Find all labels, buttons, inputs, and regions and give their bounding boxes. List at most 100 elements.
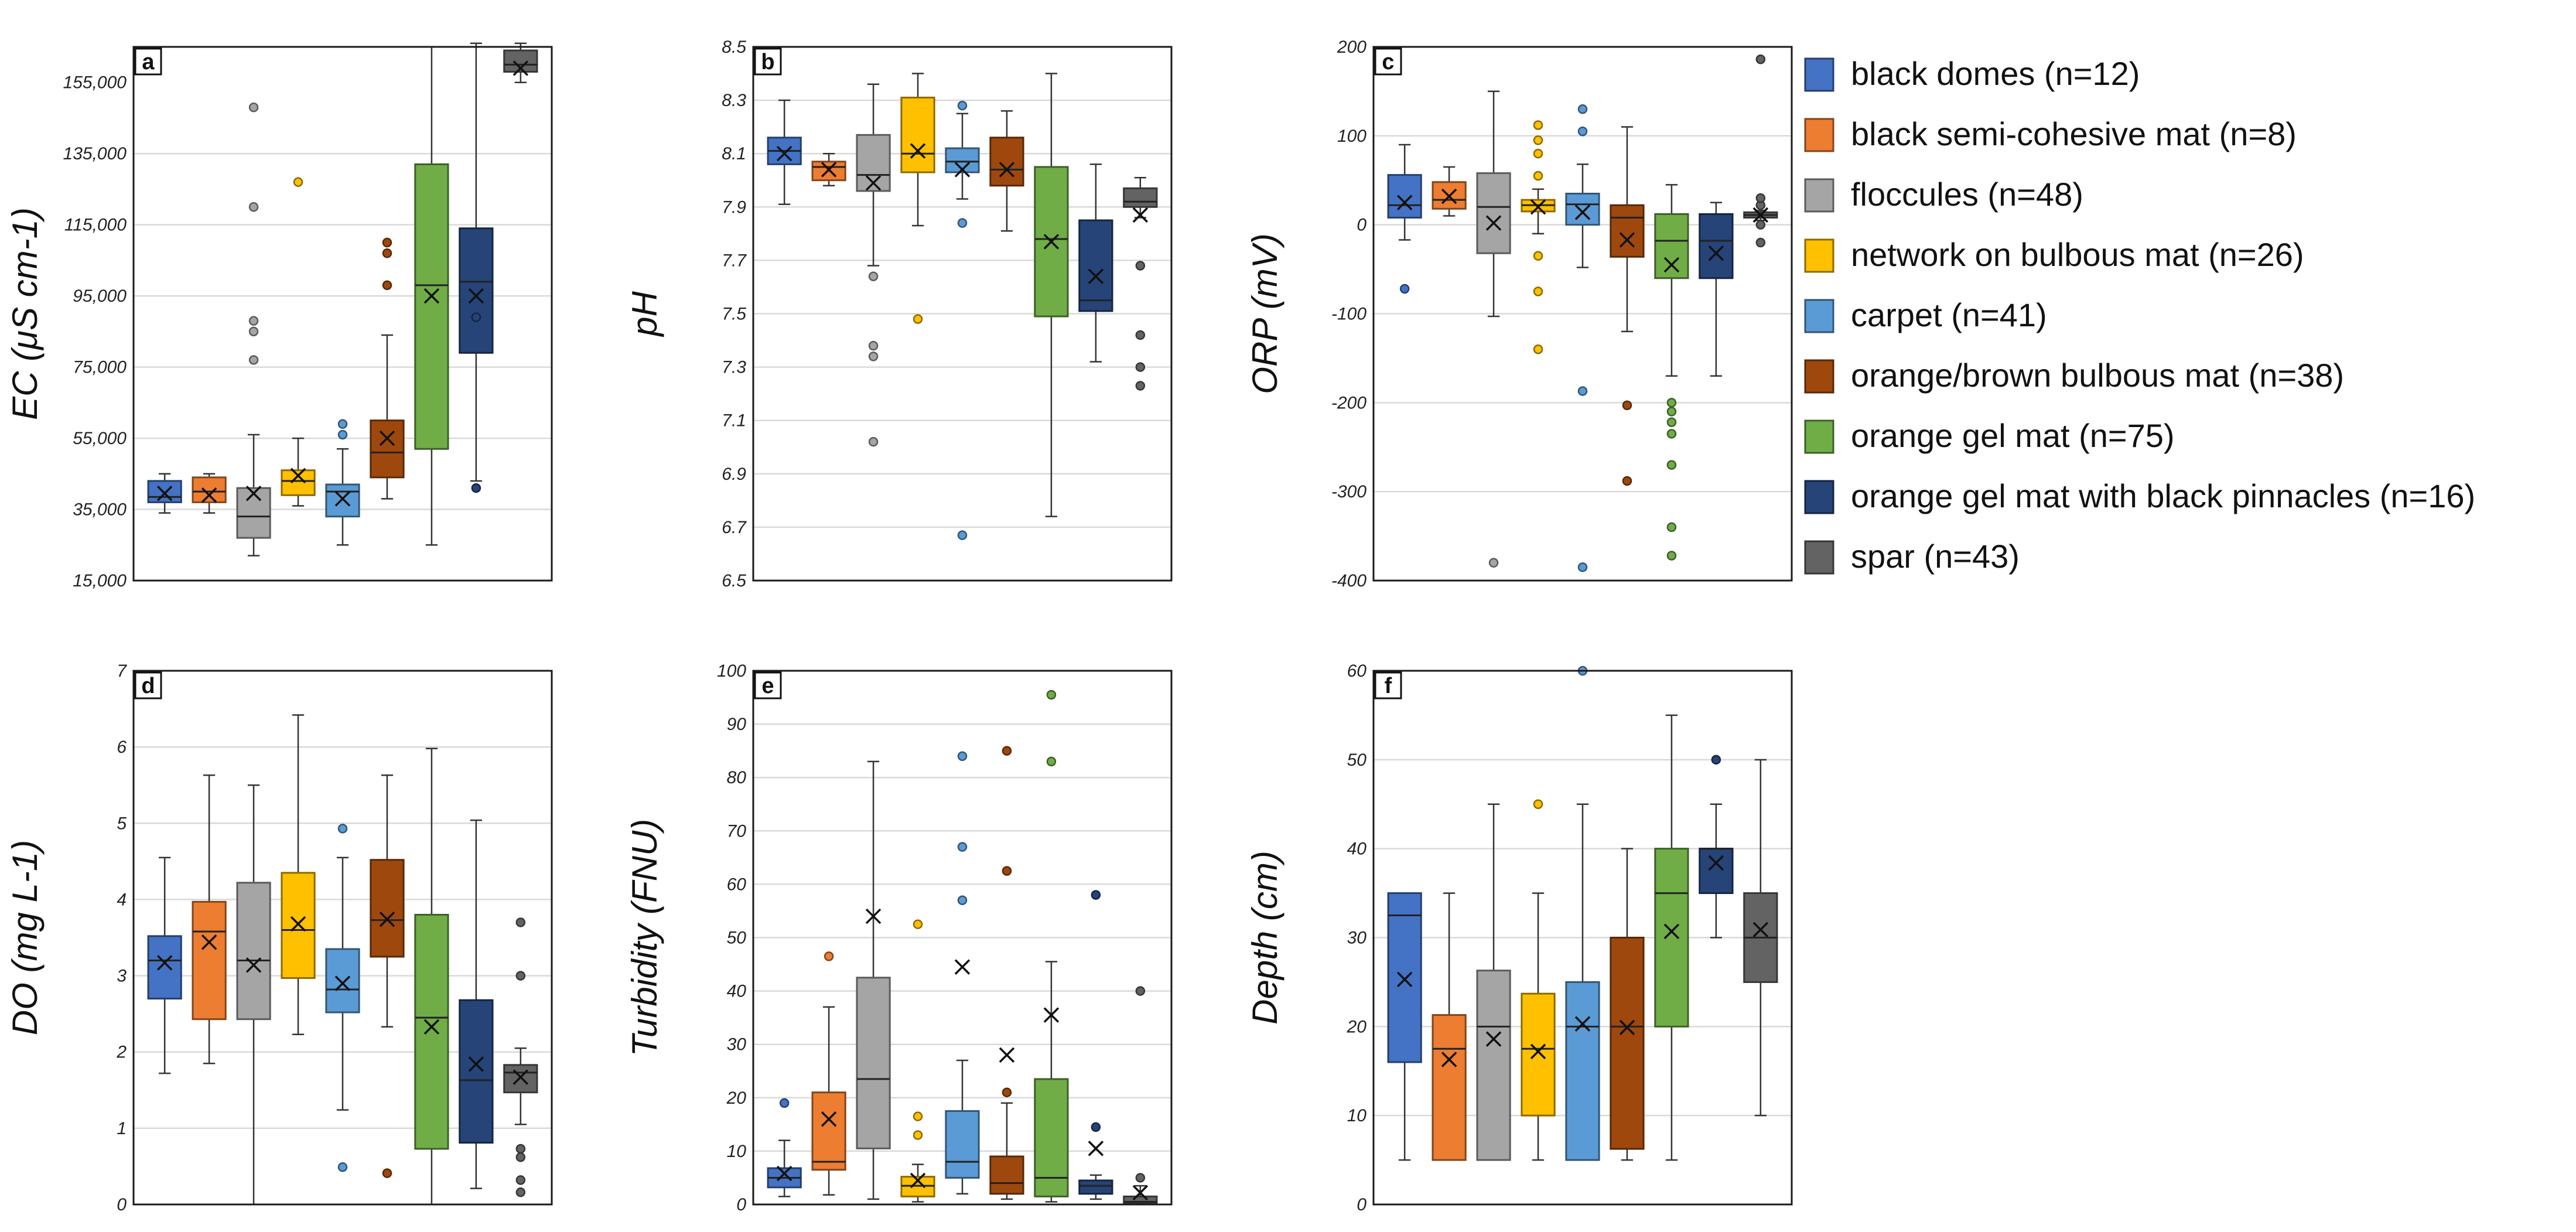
mean-marker <box>1708 245 1724 261</box>
outlier-point <box>1711 755 1721 765</box>
legend-label: network on bulbous mat (n=26) <box>1851 236 2304 273</box>
box-d-5 <box>325 824 360 1172</box>
mean-marker <box>156 955 173 971</box>
panel-letter-box <box>754 671 782 699</box>
box-body <box>1123 187 1158 208</box>
panel-letter-box <box>1374 47 1402 76</box>
outlier-point <box>1666 522 1677 533</box>
box-c-7 <box>1654 184 1689 561</box>
mean-marker <box>423 288 440 304</box>
panel-letter: d <box>141 674 155 698</box>
outlier-point <box>515 1144 526 1154</box>
y-axis-label: pH <box>625 291 664 337</box>
y-tick-label: 8.3 <box>722 91 746 110</box>
legend-label: spar (n=43) <box>1851 538 2020 575</box>
outlier-point <box>868 436 879 447</box>
y-tick-label: 115,000 <box>64 216 127 235</box>
outlier-point <box>1046 690 1057 700</box>
legend-item: orange gel mat (n=75) <box>1804 417 2175 454</box>
box-a-4 <box>281 177 316 507</box>
legend-item: orange/brown bulbous mat (n=38) <box>1804 357 2344 394</box>
box-d-8 <box>459 819 494 1189</box>
box-d-4 <box>281 714 316 1036</box>
box-body <box>1521 992 1556 1117</box>
box-f-4 <box>1521 799 1556 1161</box>
box-e-9 <box>1123 986 1158 1204</box>
y-tick-label: 7.7 <box>722 251 747 270</box>
outlier-point <box>382 1168 392 1178</box>
box-body <box>281 872 316 979</box>
box-e-1 <box>767 1098 802 1197</box>
outlier-point <box>471 312 481 322</box>
box-body <box>147 935 182 1000</box>
mean-marker <box>821 1111 837 1127</box>
box-c-2 <box>1432 166 1467 217</box>
box-body <box>945 147 980 173</box>
mean-marker <box>379 430 395 446</box>
outlier-point <box>1755 193 1766 203</box>
mean-marker <box>1485 1031 1502 1047</box>
outlier-point <box>515 1152 526 1162</box>
box-c-1 <box>1387 144 1422 294</box>
box-body <box>459 999 494 1144</box>
outlier-point <box>1135 330 1146 340</box>
plot-frame <box>1372 670 1793 1206</box>
box-body <box>1565 193 1600 226</box>
box-b-7 <box>1034 73 1069 517</box>
outlier-point <box>1666 429 1677 439</box>
box-f-8 <box>1699 755 1734 938</box>
box-c-4 <box>1521 120 1556 354</box>
outlier-point <box>1755 54 1766 64</box>
box-b-9 <box>1123 176 1158 391</box>
box-body <box>1654 213 1689 279</box>
outlier-point <box>337 429 348 440</box>
y-tick-label: 155,000 <box>63 73 127 93</box>
outlier-point <box>1533 286 1543 296</box>
outlier-point <box>913 1111 923 1121</box>
mean-marker <box>1663 257 1680 273</box>
panel-letter: a <box>142 50 155 74</box>
box-c-5 <box>1565 104 1600 572</box>
outlier-point <box>957 218 968 228</box>
box-body <box>370 419 405 479</box>
outlier-point <box>248 355 259 365</box>
box-e-4 <box>900 919 935 1203</box>
mean-marker <box>1485 215 1502 231</box>
outlier-point <box>1666 551 1677 561</box>
mean-marker <box>776 1165 792 1182</box>
outlier-point <box>957 100 968 111</box>
outlier-point <box>868 340 879 351</box>
y-tick-label: 50 <box>1347 750 1367 770</box>
outlier-point <box>1666 460 1677 470</box>
panel-letter-box <box>1374 671 1402 699</box>
outlier-point <box>913 919 923 929</box>
mean-marker <box>1132 1185 1149 1201</box>
y-tick-label: 30 <box>727 1035 747 1054</box>
mean-marker <box>334 975 351 991</box>
plot-frame <box>132 670 553 1206</box>
y-tick-label: 0 <box>736 1195 746 1214</box>
mean-marker <box>1752 207 1769 223</box>
box-f-6 <box>1610 848 1645 1161</box>
outlier-point <box>515 971 526 981</box>
legend-label: orange gel mat with black pinnacles (n=1… <box>1851 477 2475 514</box>
outlier-point <box>868 271 879 281</box>
outlier-point <box>515 917 526 927</box>
outlier-point <box>1399 284 1410 294</box>
box-body <box>900 97 935 173</box>
outlier-point <box>515 1187 526 1197</box>
box-a-2 <box>192 473 227 514</box>
outlier-point <box>1533 135 1543 145</box>
outlier-point <box>248 316 259 326</box>
y-tick-label: 40 <box>1347 839 1367 859</box>
panel-f: 0 10 20 30 40 50 60 Depth (cm) f <box>1245 661 1793 1214</box>
box-c-6 <box>1610 126 1645 486</box>
outlier-point <box>382 237 392 248</box>
box-b-2 <box>811 152 846 187</box>
panel-e: 0 10 20 30 40 50 60 70 80 90 100 Turbidity (FNU) e <box>625 661 1173 1214</box>
outlier-point <box>957 751 968 762</box>
outlier-point <box>248 202 259 212</box>
y-tick-label: 55,000 <box>73 429 127 448</box>
outlier-point <box>293 177 303 187</box>
